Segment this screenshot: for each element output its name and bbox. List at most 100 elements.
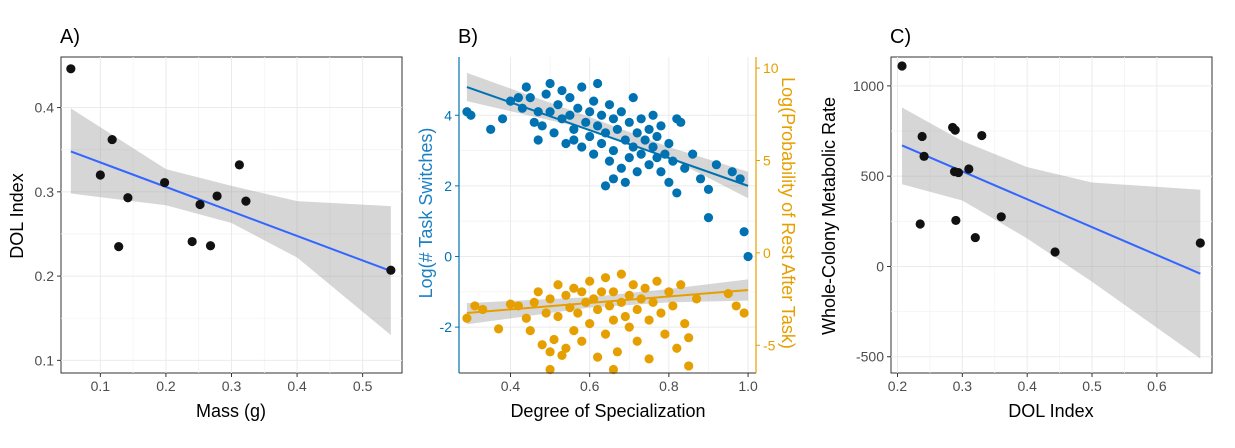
data-point-task-switches	[466, 110, 476, 120]
data-point-rest-probability	[569, 326, 579, 336]
data-point-rest-probability	[577, 336, 587, 346]
data-point-task-switches	[620, 177, 630, 187]
y-tick-label: -500	[856, 349, 884, 365]
data-point-rest-probability	[620, 311, 630, 322]
data-point-rest-probability	[577, 287, 587, 297]
data-point-rest-probability	[648, 297, 658, 307]
x-tick-label: 0.6	[580, 378, 600, 394]
x-tick-label: 0.5	[353, 378, 373, 394]
panel-c: C) 0.2 0.3 0.4 0.5 0.6 -500 0 500 1000 DOL Index…	[819, 26, 1213, 421]
fit-line	[70, 150, 392, 272]
data-point-task-switches	[711, 160, 722, 170]
data-point	[953, 167, 964, 178]
data-point-rest-probability	[557, 350, 567, 360]
y2-tick-label: 5	[763, 152, 771, 168]
data-point-rest-probability	[604, 301, 615, 311]
panel-a: A) 0.1 0.2 0.3 0.4 0.50.10.20.30.4 Mass (g) …	[7, 26, 403, 421]
data-point	[964, 164, 974, 174]
data-point-task-switches	[644, 160, 654, 170]
data-point-task-switches	[549, 128, 559, 138]
x-tick-label: 0.5	[1082, 378, 1102, 394]
confidence-band	[902, 107, 1201, 359]
panel-b-ylabel-right: Log(Probability of Rest After Task)	[778, 77, 798, 349]
data-point	[1050, 247, 1060, 257]
data-point-task-switches	[640, 135, 650, 145]
x-tick-label: 0.1	[91, 378, 111, 394]
data-point-task-switches	[557, 85, 567, 96]
data-point-rest-probability	[553, 280, 563, 290]
panel-b-ylabel: Log(# Task Switches)	[416, 128, 436, 299]
data-point-rest-probability	[561, 343, 571, 353]
plot-border	[890, 56, 1213, 374]
data-point-task-switches	[525, 93, 535, 103]
x-tick-label: 0.2	[888, 378, 908, 394]
data-point-rest-probability	[668, 301, 678, 311]
panel-c-xlabel: DOL Index	[1008, 401, 1093, 421]
data-point-task-switches	[648, 110, 658, 120]
data-point-rest-probability	[525, 326, 535, 336]
data-point-rest-probability	[692, 294, 702, 304]
data-point-rest-probability	[608, 315, 619, 325]
y2-tick-label: -5	[763, 337, 776, 353]
data-point-task-switches	[676, 117, 686, 127]
data-point-rest-probability	[521, 313, 531, 323]
data-point	[996, 212, 1006, 222]
panel-a-label: A)	[60, 26, 80, 48]
data-point-task-switches	[703, 213, 714, 223]
data-point	[1195, 238, 1205, 248]
data-point-task-switches	[688, 149, 698, 159]
data-point-task-switches	[593, 78, 603, 89]
data-point	[915, 219, 925, 229]
data-point-task-switches	[561, 138, 571, 149]
data-point-task-switches	[533, 135, 543, 145]
data-point-task-switches	[569, 135, 579, 145]
data-point-rest-probability	[731, 301, 741, 311]
data-point	[212, 191, 222, 201]
data-point-rest-probability	[593, 304, 603, 315]
data-point-task-switches	[703, 184, 714, 195]
data-point-rest-probability	[569, 283, 579, 293]
y-tick-label: 2	[444, 178, 452, 194]
data-point-rest-probability	[680, 318, 690, 329]
data-point-task-switches	[727, 167, 737, 177]
data-point-rest-probability	[561, 290, 571, 300]
data-point-rest-probability	[723, 288, 733, 299]
panel-a-plot-area: 0.1 0.2 0.3 0.4 0.5 0.1 0.2 0.3 0.4	[35, 56, 403, 394]
data-point-rest-probability	[684, 333, 694, 343]
data-point-task-switches	[680, 163, 690, 173]
confidence-band	[70, 108, 391, 336]
data-point-rest-probability	[600, 273, 611, 283]
fit-line	[901, 144, 1201, 275]
x-tick-label: 0.3	[222, 378, 242, 394]
data-point	[205, 241, 216, 251]
fit-line-task-switches	[466, 86, 749, 187]
data-point-task-switches	[545, 78, 555, 89]
data-point-task-switches	[608, 174, 619, 184]
data-point-task-switches	[596, 138, 607, 149]
data-point-rest-probability	[612, 347, 623, 357]
data-point	[897, 61, 907, 71]
data-point-rest-probability	[652, 276, 662, 286]
data-point-rest-probability	[585, 318, 595, 329]
data-point-task-switches	[616, 163, 626, 173]
data-point-task-switches	[577, 142, 587, 152]
data-point-task-switches	[608, 114, 619, 124]
data-point-task-switches	[593, 121, 603, 131]
y-tick-label: 0	[876, 258, 884, 274]
x-tick-label: 1.0	[738, 378, 758, 394]
data-point	[917, 131, 927, 142]
data-point-rest-probability	[676, 280, 686, 290]
panel-b-xlabel: Degree of Specialization	[510, 401, 705, 421]
data-point-rest-probability	[533, 287, 543, 297]
data-point-task-switches	[695, 174, 706, 184]
data-point-rest-probability	[553, 311, 563, 322]
data-point-task-switches	[652, 131, 662, 142]
data-point-rest-probability	[573, 308, 583, 318]
data-point-rest-probability	[505, 299, 516, 309]
data-point-rest-probability	[585, 276, 595, 286]
data-point-rest-probability	[739, 308, 749, 318]
data-point-rest-probability	[684, 361, 694, 371]
data-point-task-switches	[573, 103, 583, 113]
x-tick-label: 0.4	[287, 378, 307, 394]
panel-b-plot-area: 0.4 0.6 0.8 1.0 -2 0 2 4 -5 0 5 10	[440, 57, 779, 394]
